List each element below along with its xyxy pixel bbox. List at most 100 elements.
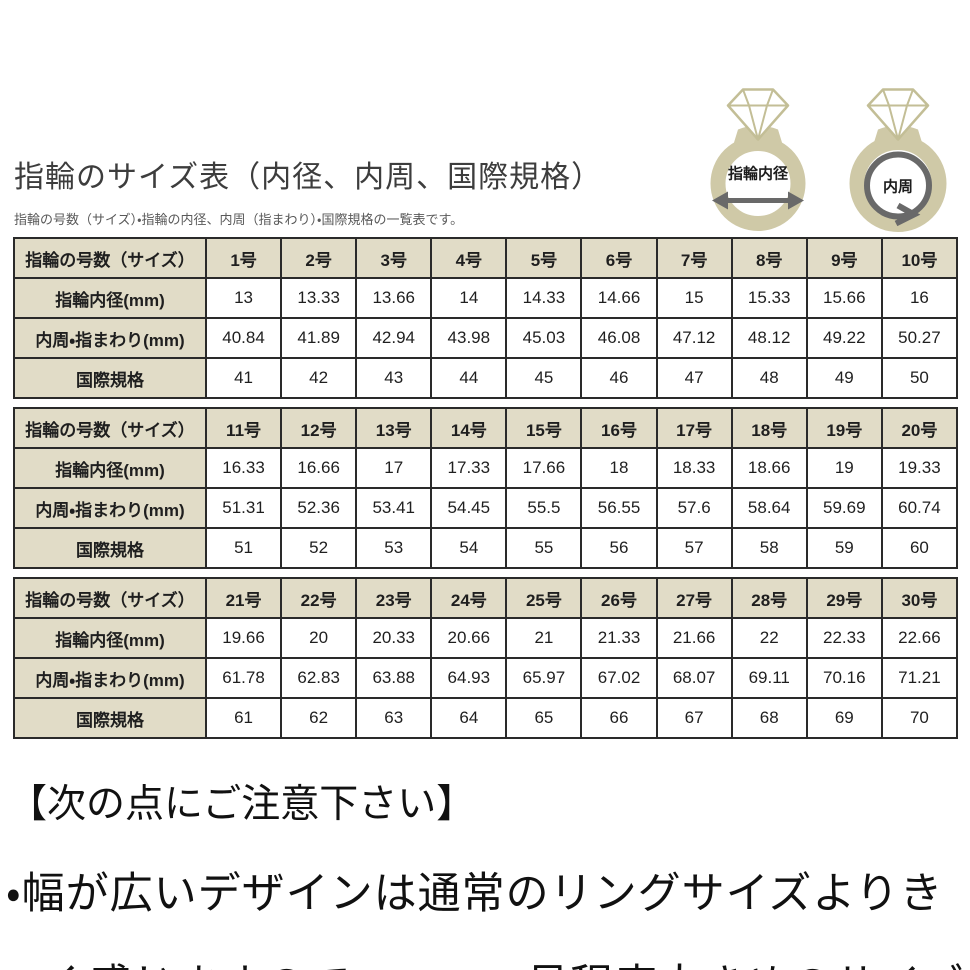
value-cell: 54.45 bbox=[430, 487, 508, 529]
arrow-left-head-icon bbox=[712, 191, 728, 210]
value-cell: 66 bbox=[580, 697, 658, 739]
size-header-cell: 13号 bbox=[355, 407, 433, 449]
value-cell: 49.22 bbox=[805, 317, 883, 359]
row-label-cell: 指輪内径(mm) bbox=[13, 447, 207, 489]
value-cell: 68 bbox=[730, 697, 808, 739]
ring-size-table-2: 指輪の号数（サイズ） 11号 12号 13号 14号 15号 16号 17号 18号 19号 20号… bbox=[13, 407, 959, 569]
value-cell: 16.33 bbox=[204, 447, 283, 489]
size-header-cell: 2号 bbox=[280, 237, 358, 279]
row-label-cell: 指輪内径(mm) bbox=[13, 617, 207, 659]
value-cell: 52.36 bbox=[280, 487, 358, 529]
table-row: 指輪内径(mm) 13 13.33 13.66 14 14.33 14.66 15 15.33 1… bbox=[13, 277, 959, 319]
value-cell: 46.08 bbox=[580, 317, 658, 359]
notice-section: 【次の点にご注意下さい】 ・幅が広いデザインは通常のリングサイズよりき つく感じ… bbox=[0, 773, 970, 970]
value-cell: 17.66 bbox=[505, 447, 583, 489]
size-header-cell: 12号 bbox=[280, 407, 358, 449]
size-header-cell: 16号 bbox=[580, 407, 658, 449]
value-cell: 58 bbox=[730, 527, 808, 569]
value-cell: 46 bbox=[580, 357, 658, 399]
inner-diameter-label: 指輪内径 bbox=[728, 165, 789, 183]
size-header-cell: 30号 bbox=[880, 577, 959, 619]
value-cell: 70 bbox=[880, 697, 959, 739]
value-cell: 15.33 bbox=[730, 277, 808, 319]
value-cell: 18.66 bbox=[730, 447, 808, 489]
size-header-cell: 4号 bbox=[430, 237, 508, 279]
size-header-cell: 26号 bbox=[580, 577, 658, 619]
circular-arrow-head-icon bbox=[894, 202, 921, 227]
value-cell: 18.33 bbox=[655, 447, 733, 489]
value-cell: 62 bbox=[280, 697, 358, 739]
row-label-cell: 指輪内径(mm) bbox=[13, 277, 207, 319]
value-cell: 57.6 bbox=[655, 487, 733, 529]
value-cell: 45 bbox=[505, 357, 583, 399]
row-label-cell: 国際規格 bbox=[13, 527, 207, 569]
value-cell: 59 bbox=[805, 527, 883, 569]
row-label-cell: 指輪の号数（サイズ） bbox=[13, 237, 207, 279]
value-cell: 54 bbox=[430, 527, 508, 569]
value-cell: 64 bbox=[430, 697, 508, 739]
table-row: 指輪の号数（サイズ） 21号 22号 23号 24号 25号 26号 27号 28号 29号 30号 bbox=[13, 577, 959, 619]
value-cell: 67.02 bbox=[580, 657, 658, 699]
value-cell: 14 bbox=[430, 277, 508, 319]
value-cell: 56 bbox=[580, 527, 658, 569]
value-cell: 57 bbox=[655, 527, 733, 569]
value-cell: 63.88 bbox=[355, 657, 433, 699]
value-cell: 65 bbox=[505, 697, 583, 739]
value-cell: 20.33 bbox=[355, 617, 433, 659]
value-cell: 19.33 bbox=[880, 447, 959, 489]
page-title: 指輪のサイズ表（内径、内周、国際規格） bbox=[14, 161, 603, 195]
value-cell: 70.16 bbox=[805, 657, 883, 699]
value-cell: 22 bbox=[730, 617, 808, 659]
value-cell: 53 bbox=[355, 527, 433, 569]
ring-size-table-1: 指輪の号数（サイズ） 1号 2号 3号 4号 5号 6号 7号 8号 9号 10号 指輪内径(mm) 1… bbox=[13, 237, 959, 399]
value-cell: 42 bbox=[280, 357, 358, 399]
size-header-cell: 6号 bbox=[580, 237, 658, 279]
size-header-cell: 23号 bbox=[355, 577, 433, 619]
value-cell: 58.64 bbox=[730, 487, 808, 529]
size-header-cell: 11号 bbox=[204, 407, 283, 449]
notice-heading: 【次の点にご注意下さい】 bbox=[8, 783, 476, 826]
size-header-cell: 24号 bbox=[430, 577, 508, 619]
value-cell: 14.66 bbox=[580, 277, 658, 319]
size-header-cell: 27号 bbox=[655, 577, 733, 619]
value-cell: 17.33 bbox=[430, 447, 508, 489]
table-row: 国際規格 51 52 53 54 55 56 57 58 59 60 bbox=[13, 527, 959, 569]
value-cell: 21.66 bbox=[655, 617, 733, 659]
value-cell: 41 bbox=[204, 357, 283, 399]
page-header: 指輪のサイズ表（内径、内周、国際規格） 指輪の号数（サイズ）・指輪の内径、内周（… bbox=[0, 0, 970, 237]
table-row: 指輪内径(mm) 16.33 16.66 17 17.33 17.66 18 18.33 18.… bbox=[13, 447, 959, 489]
size-header-cell: 8号 bbox=[730, 237, 808, 279]
value-cell: 62.83 bbox=[280, 657, 358, 699]
value-cell: 19 bbox=[805, 447, 883, 489]
value-cell: 45.03 bbox=[505, 317, 583, 359]
value-cell: 60 bbox=[880, 527, 959, 569]
value-cell: 13.66 bbox=[355, 277, 433, 319]
size-header-cell: 29号 bbox=[805, 577, 883, 619]
value-cell: 17 bbox=[355, 447, 433, 489]
table-row: 国際規格 41 42 43 44 45 46 47 48 49 50 bbox=[13, 357, 959, 399]
value-cell: 42.94 bbox=[355, 317, 433, 359]
ring-diagrams: 指輪内径 内周 bbox=[688, 80, 968, 235]
value-cell: 69.11 bbox=[730, 657, 808, 699]
value-cell: 21 bbox=[505, 617, 583, 659]
size-header-cell: 22号 bbox=[280, 577, 358, 619]
value-cell: 50 bbox=[880, 357, 959, 399]
circumference-circle-icon bbox=[864, 151, 932, 220]
value-cell: 71.21 bbox=[880, 657, 959, 699]
value-cell: 48.12 bbox=[730, 317, 808, 359]
value-cell: 13.33 bbox=[280, 277, 358, 319]
ring-circumference-icon: 内周 bbox=[849, 88, 947, 232]
size-header-cell: 15号 bbox=[505, 407, 583, 449]
size-header-cell: 9号 bbox=[805, 237, 883, 279]
value-cell: 51 bbox=[204, 527, 283, 569]
size-header-cell: 1号 bbox=[204, 237, 283, 279]
table-row: 指輪の号数（サイズ） 11号 12号 13号 14号 15号 16号 17号 18号 19号 20号 bbox=[13, 407, 959, 449]
size-header-cell: 25号 bbox=[505, 577, 583, 619]
ring-inner-diameter-icon: 指輪内径 bbox=[710, 88, 806, 231]
value-cell: 20 bbox=[280, 617, 358, 659]
row-label-cell: 国際規格 bbox=[13, 357, 207, 399]
value-cell: 47 bbox=[655, 357, 733, 399]
value-cell: 52 bbox=[280, 527, 358, 569]
value-cell: 13 bbox=[204, 277, 283, 319]
